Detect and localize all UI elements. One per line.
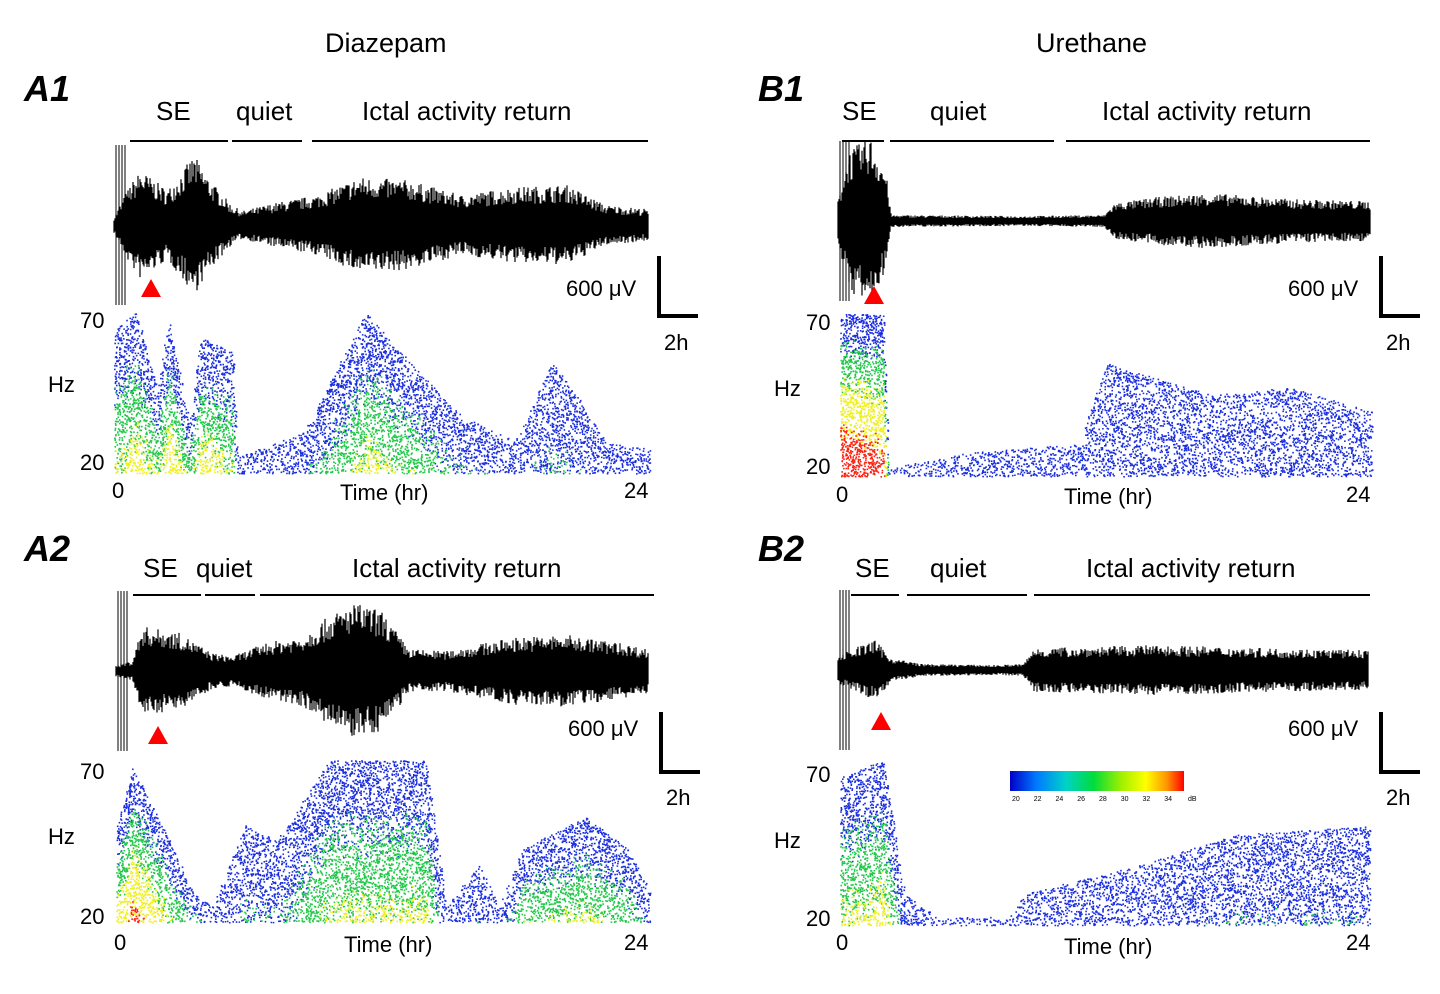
phase-ictal-label: Ictal activity return [362,96,572,126]
phase-quiet-label: quiet [930,96,987,126]
scale-bar [659,712,700,774]
phase-ictal-label: Ictal activity return [352,553,562,583]
phase-ictal-label: Ictal activity return [1102,96,1312,126]
spectrogram-power [840,762,1372,927]
injection-marker-icon [871,712,891,730]
spectrogram-power [114,365,582,475]
injection-marker-icon [864,286,884,304]
colorbar-unit-label: dB [1188,796,1197,803]
x-tick-end: 24 [1346,482,1371,507]
scale-bar [1379,712,1420,774]
panel-label: A1 [24,68,71,109]
y-tick-top: 70 [806,762,831,787]
spectrogram-power [840,811,1362,927]
y-axis-unit: Hz [48,372,75,397]
spectrogram [840,762,1372,927]
spectrogram [116,760,652,924]
scale-voltage-label: 600 μV [566,276,637,301]
scale-bar [1379,256,1420,318]
x-axis-label: Time (hr) [340,480,429,505]
colorbar [1010,771,1184,791]
colorbar-tick-label: 24 [1056,796,1064,803]
scale-voltage-label: 600 μV [1288,276,1359,301]
column-title-diazepam: Diazepam [325,28,447,58]
spectrogram-power [114,421,415,475]
scale-time-label: 2h [666,785,691,810]
y-tick-bottom: 20 [80,904,105,929]
colorbar-tick-label: 26 [1077,796,1085,803]
eeg-signal [115,605,649,736]
x-tick-end: 24 [624,930,649,955]
scale-voltage-label: 600 μV [1288,716,1359,741]
eeg-trace [113,145,649,305]
spectrogram-power [116,760,652,924]
phase-quiet-label: quiet [196,553,253,583]
eeg-trace [837,590,1369,750]
y-tick-bottom: 20 [806,906,831,931]
scale-bar [657,256,698,318]
x-tick-start: 0 [112,478,125,503]
spectrogram-power [840,314,1374,478]
y-axis-unit: Hz [48,824,75,849]
phase-se-label: SE [143,553,178,583]
y-tick-top: 70 [80,759,105,784]
x-axis-label: Time (hr) [344,932,433,957]
y-tick-top: 70 [806,310,831,335]
spectrogram-power [840,424,886,478]
colorbar-ticks: 20 22 24 26 28 30 32 34 dB [1012,796,1197,803]
scale-time-label: 2h [664,330,689,355]
scale-voltage-label: 600 μV [568,716,639,741]
eeg-signal [113,159,649,291]
injection-marker-icon [141,279,161,297]
phase-se-label: SE [855,553,890,583]
panel-label: B1 [758,68,805,109]
colorbar-tick-label: 30 [1121,796,1129,803]
spectrogram [840,314,1374,478]
y-axis-unit: Hz [774,828,801,853]
phase-se-label: SE [156,96,191,126]
injection-marker-icon [148,726,168,744]
scale-time-label: 2h [1386,330,1411,355]
spectrogram-power [840,378,888,477]
panel-label: A2 [24,528,71,569]
spectrogram-power [128,901,145,924]
phase-quiet-label: quiet [236,96,293,126]
panel-label: B2 [758,528,805,569]
spectrogram-power [840,340,890,477]
x-tick-start: 0 [836,482,849,507]
spectrogram-power [840,871,891,927]
colorbar-tick-label: 28 [1099,796,1107,803]
spectrogram [114,313,652,475]
phase-se-label: SE [842,96,877,126]
scale-time-label: 2h [1386,785,1411,810]
x-tick-end: 24 [1346,930,1371,955]
y-tick-top: 70 [80,308,105,333]
x-axis-label: Time (hr) [1064,934,1153,959]
phase-quiet-label: quiet [930,553,987,583]
y-axis-unit: Hz [774,376,801,401]
y-tick-bottom: 20 [80,450,105,475]
eeg-trace [837,140,1371,301]
y-tick-bottom: 20 [806,454,831,479]
colorbar-tick-label: 32 [1143,796,1151,803]
eeg-signal [837,140,1371,296]
colorbar-tick-label: 20 [1012,796,1020,803]
x-tick-start: 0 [114,930,127,955]
x-tick-start: 0 [836,930,849,955]
column-title-urethane: Urethane [1036,28,1148,58]
eeg-signal [837,640,1369,698]
colorbar-tick-label: 34 [1164,796,1172,803]
x-tick-end: 24 [624,478,649,503]
eeg-trace [115,591,649,751]
colorbar-tick-label: 22 [1034,796,1042,803]
x-axis-label: Time (hr) [1064,484,1153,509]
phase-ictal-label: Ictal activity return [1086,553,1296,583]
